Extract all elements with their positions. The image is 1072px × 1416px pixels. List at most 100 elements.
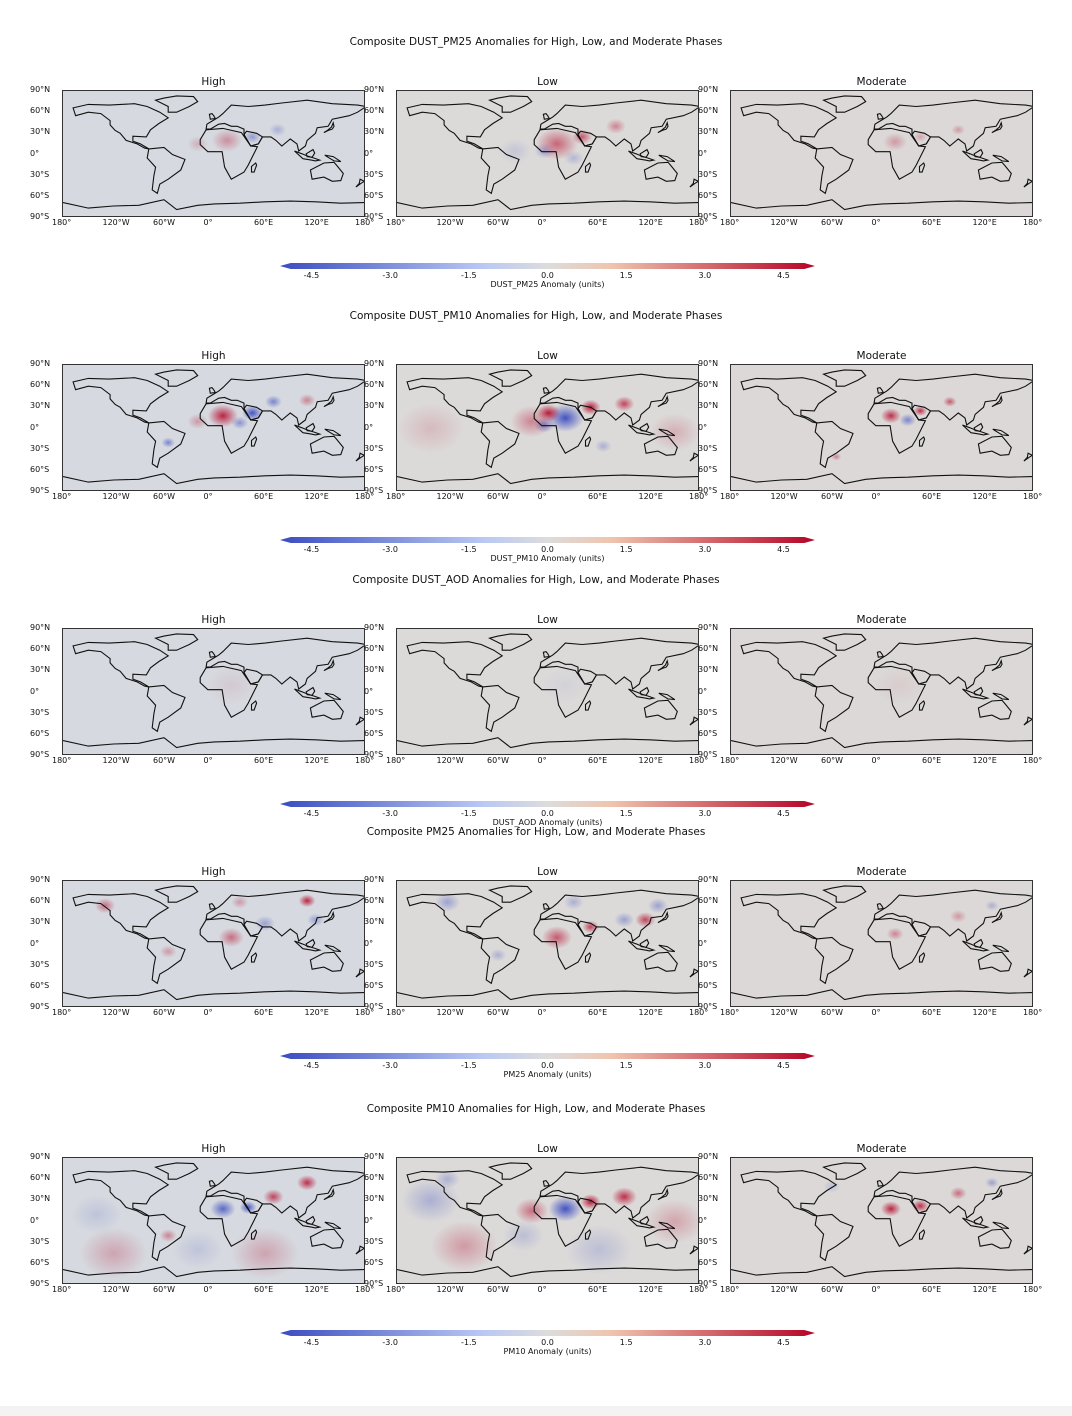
coastline [814,146,854,195]
lon-tick-label: 120°W [102,1008,130,1017]
lon-tick-label: 60°E [922,756,942,765]
coastline [146,146,186,195]
lon-tick-label: 0° [203,492,213,501]
lon-tick-label: 120°E [638,756,663,765]
coastline [250,162,258,173]
lon-tick-label: 120°E [972,492,997,501]
coastline [208,112,217,120]
lat-tick-label: 90°S [364,750,384,759]
coastline [639,686,650,696]
colorbar [280,1053,815,1059]
row-title: Composite DUST_AOD Anomalies for High, L… [352,574,720,586]
lat-tick-label: 30°N [30,127,51,137]
coastline [488,369,533,387]
lat-tick-label: 30°S [698,707,718,717]
lon-tick-label: 180° [720,756,740,765]
coastline [323,658,335,672]
coastline [294,688,322,700]
coastline [991,910,1003,924]
footer-strip [0,1406,1072,1416]
coastline [250,700,258,711]
panel-title: Low [537,1143,558,1155]
anomaly-region [605,118,626,134]
lat-tick-label: 90°N [30,359,51,368]
lon-tick-label: 120°W [102,492,130,501]
panel-title: Moderate [856,76,907,88]
lat-tick-label: 60°N [30,896,51,906]
colorbar-tick-label: -4.5 [303,1338,320,1347]
anomaly-region [231,416,249,430]
coastline [480,420,520,469]
colorbar-tick-label: 0.0 [541,271,554,280]
colorbar [280,801,815,807]
lat-tick-label: 60°S [30,464,50,474]
anomaly-region [611,1187,637,1207]
lon-tick-label: 60°W [487,218,510,227]
lon-tick-label: 120°E [304,756,329,765]
coastline [323,120,335,134]
lat-tick-label: 30°N [30,665,51,675]
lon-tick-label: 180° [720,492,740,501]
anomaly-region [565,1224,633,1276]
lon-tick-label: 180° [1023,218,1043,227]
lon-tick-label: 0° [871,1285,881,1294]
lat-tick-label: 60°S [30,728,50,738]
lon-tick-label: 180° [355,218,375,227]
lon-tick-label: 60°W [487,492,510,501]
lat-tick-label: 90°N [698,85,719,94]
lon-tick-label: 60°W [153,492,176,501]
lon-tick-label: 120°E [304,492,329,501]
coastline [911,404,932,421]
panel-title: High [201,614,226,626]
lon-tick-label: 120°W [436,492,464,501]
coastline [911,920,932,937]
coastline [205,889,364,942]
lon-tick-label: 60°W [487,1285,510,1294]
coastline [911,668,932,685]
colorbar-tick-label: 3.0 [698,545,712,554]
colorbar-label: DUST_PM10 Anomaly (units) [490,554,605,563]
map-panel [396,628,699,755]
panel-title: High [201,350,226,362]
lat-tick-label: 60°N [364,1173,385,1183]
anomaly-region [434,1169,461,1189]
anomaly-region [985,900,999,911]
lat-tick-label: 30°S [698,169,718,179]
coastline [740,377,838,424]
lat-tick-label: 30°N [364,401,385,411]
lon-tick-label: 60°E [254,756,274,765]
anomaly-region [296,1175,318,1191]
map-panel [396,364,699,491]
lon-tick-label: 0° [203,1008,213,1017]
coastline [577,1197,598,1214]
coastline [355,716,364,726]
coastline [657,1187,669,1201]
coastline [397,737,698,749]
lon-tick-label: 60°E [588,218,608,227]
coastline [208,902,217,910]
coastline [305,938,316,948]
anomaly-region [231,895,249,909]
lon-tick-label: 180° [386,1008,406,1017]
anomaly-region [307,913,324,927]
anomaly-region [594,439,612,453]
lat-tick-label: 90°S [698,750,718,759]
lat-tick-label: 0° [698,1215,708,1225]
coastline [962,424,990,436]
lon-tick-label: 0° [203,218,213,227]
lat-tick-label: 0° [698,938,708,948]
colorbar-tick-label: 3.0 [698,1061,712,1070]
anomaly-region [397,403,465,454]
lon-tick-label: 60°E [922,1285,942,1294]
lon-tick-label: 120°W [770,492,798,501]
lat-tick-label: 60°N [364,644,385,654]
coastline [973,938,984,948]
lat-tick-label: 60°S [30,980,50,990]
coastline [658,692,676,701]
lat-tick-label: 30°N [30,401,51,411]
colorbar-tick-label: -3.0 [382,809,398,818]
lat-tick-label: 60°S [30,1257,50,1267]
anomaly-region [541,926,573,949]
lat-tick-label: 0° [698,148,708,158]
lon-tick-label: 180° [1023,756,1043,765]
